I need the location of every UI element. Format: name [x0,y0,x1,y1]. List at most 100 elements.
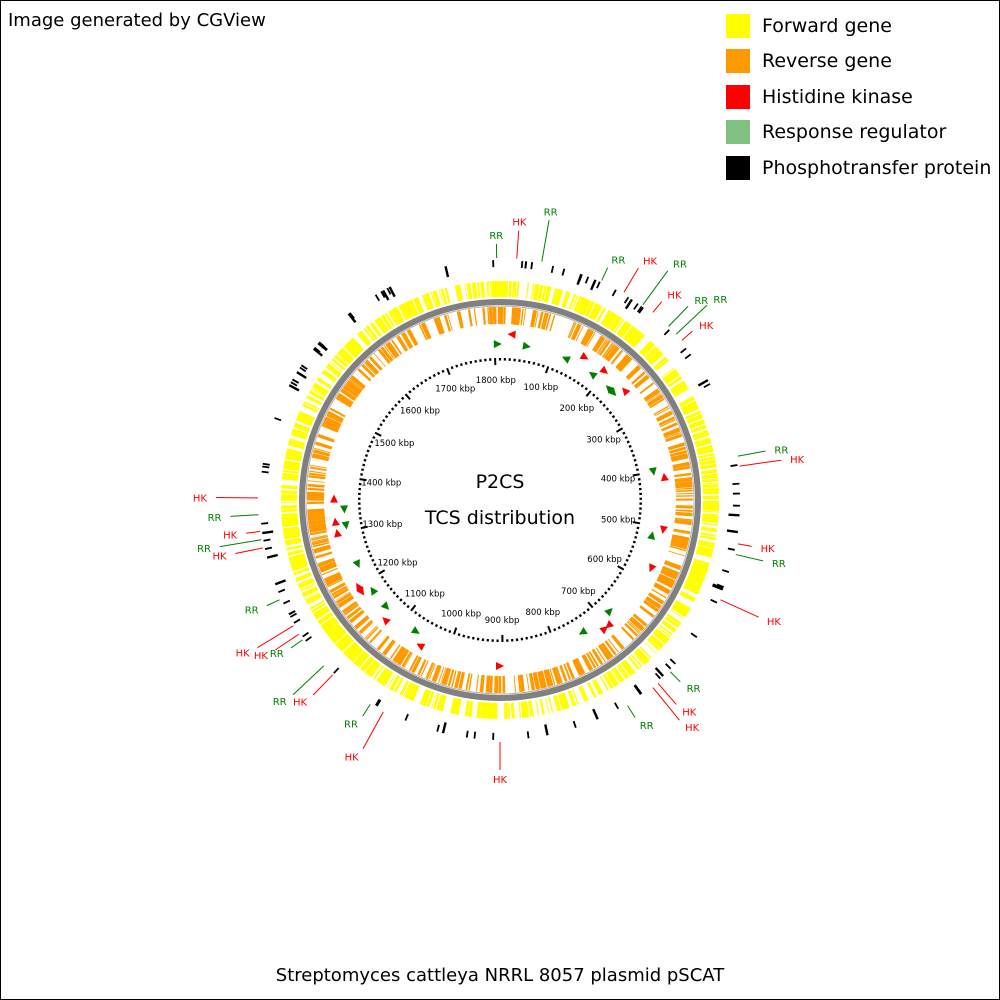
ruler-minor-tick [627,554,631,558]
ruler-minor-tick [363,458,367,462]
reverse-gene-block [481,675,485,693]
forward-gene-block [614,667,625,681]
reverse-gene-block [649,397,665,409]
forward-gene-block [697,449,714,454]
outer-tcs-ticks [261,260,740,740]
reverse-gene-block [307,501,325,504]
reverse-gene-block [335,591,351,602]
forward-gene-block [692,432,710,441]
reverse-gene-block [465,673,471,691]
phosphotransfer-tick [690,632,698,639]
phosphotransfer-tick [262,530,274,535]
reverse-gene-block [327,578,344,588]
kbp-ruler: 100 kbp 200 kbp 300 kbp 400 kbp 500 kbp 600 k… [357,358,643,642]
phosphotransfer-tick [520,260,524,269]
phosphotransfer-tick [388,286,396,298]
reverse-gene-block [654,582,671,594]
forward-gene-block [402,681,412,697]
forward-gene-block [467,700,472,717]
rr-label: RR [640,721,654,732]
reverse-gene-block [607,347,620,362]
reverse-gene-block [662,565,679,575]
reverse-gene-block [661,567,679,577]
rr-label: RR [197,544,211,555]
forward-gene-block [694,437,711,446]
response-regulator-marker [648,467,657,476]
reverse-gene-block [604,640,617,656]
reverse-gene-block [540,670,546,688]
ruler-tick-label: 500 kbp [601,516,636,526]
phosphotransfer-tick [261,522,269,525]
feature-leader-line [362,704,371,717]
forward-gene-block [494,702,498,719]
phosphotransfer-tick [317,342,328,352]
ruler-minor-tick [450,366,454,370]
reverse-gene-block [313,449,331,456]
forward-gene-block [332,630,347,644]
rr-label: RR [270,649,284,660]
phosphotransfer-tick [264,546,273,550]
forward-gene-block [298,412,315,421]
reverse-gene-block [338,596,354,608]
forward-gene-block [530,283,535,300]
ruler-minor-tick [566,621,570,625]
reverse-gene-block [391,339,403,355]
ruler-minor-tick [586,608,590,612]
forward-gene-block [282,472,299,479]
ruler-major-tick [544,366,550,374]
reverse-gene-block [627,620,641,633]
forward-gene-block [604,312,616,328]
phosphotransfer-tick [526,731,530,739]
forward-gene-block [426,292,434,309]
feature-leader-line [516,230,520,259]
reverse-gene-block [335,592,352,605]
ruler-major-tick [360,525,368,530]
reverse-gene-block [675,482,693,486]
forward-gene-block [401,303,410,319]
forward-gene-block [353,650,367,666]
reverse-gene-block [431,664,441,682]
forward-gene-block [326,624,342,637]
forward-gene-block [591,680,602,696]
rr-label: RR [774,445,788,456]
feature-leader-line [623,267,639,293]
phosphotransfer-tick [278,588,286,594]
forward-gene-block [597,307,606,323]
phosphotransfer-tick [300,364,308,370]
forward-gene-block [379,669,391,685]
forward-gene-block [701,522,718,526]
forward-gene-block [311,602,326,613]
reverse-gene-block [672,535,690,541]
forward-gene-block [675,600,691,611]
reverse-gene-block [343,603,359,616]
rr-label: RR [673,260,687,271]
reverse-gene-block [671,537,689,545]
ruler-minor-tick [373,563,377,567]
reverse-gene-block [517,674,522,693]
ruler-minor-tick [406,604,410,609]
ruler-minor-tick [632,454,636,458]
forward-gene-block [619,322,631,338]
reverse-gene-block [361,363,376,378]
ruler-minor-tick [578,613,582,618]
hk-label: HK [699,321,714,332]
histidine-kinase-marker [416,643,426,651]
reverse-gene-block [396,335,408,352]
forward-gene-block [585,301,595,317]
forward-gene-block [661,620,677,633]
response-regulator-marker [604,607,613,617]
forward-gene-block [670,380,685,391]
ruler-minor-tick [390,407,395,411]
reverse-gene-block [575,658,585,675]
phosphotransfer-tick [305,636,312,642]
reverse-gene-block [572,659,582,677]
phosphotransfer-tick [611,289,617,297]
phosphotransfer-tick [283,599,291,605]
forward-gene-block [622,325,634,339]
forward-gene-block [338,636,352,650]
reverse-gene-block [555,666,563,684]
forward-gene-block [414,296,425,313]
reverse-gene-block [586,331,596,348]
legend-item-histidine-kinase: Histidine kinase [726,79,991,115]
forward-gene-block [363,327,375,342]
